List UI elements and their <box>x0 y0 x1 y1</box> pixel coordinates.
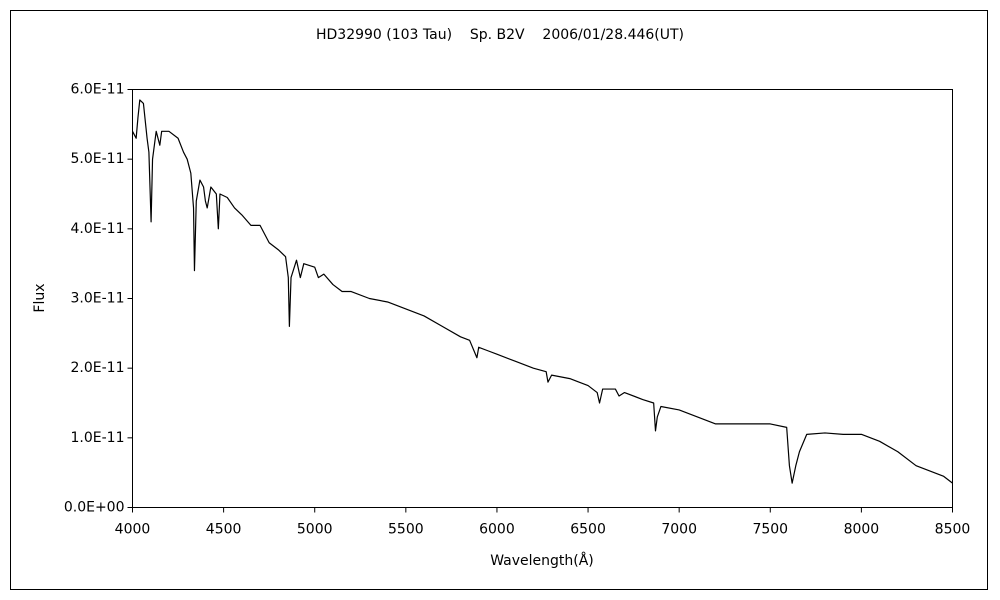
x-tick-label: 4500 <box>206 522 242 538</box>
spectrum-line <box>131 99 953 484</box>
x-tick-label: 6000 <box>479 522 515 538</box>
x-tick-label: 5500 <box>388 522 424 538</box>
y-tick-label: 5.0E-11 <box>71 151 125 167</box>
x-tick-label: 7500 <box>752 522 788 538</box>
chart-title: HD32990 (103 Tau) Sp. B2V 2006/01/28.446… <box>316 27 684 43</box>
y-tick-label: 2.0E-11 <box>71 360 125 376</box>
y-tick-label: 0.0E+00 <box>64 500 125 516</box>
chart-frame <box>10 10 988 590</box>
x-tick-label: 8500 <box>935 522 971 538</box>
x-tick-label: 4000 <box>115 522 151 538</box>
x-tick-label: 7000 <box>661 522 697 538</box>
y-tick-label: 1.0E-11 <box>71 430 125 446</box>
x-tick-label: 6500 <box>570 522 606 538</box>
y-tick-label: 6.0E-11 <box>71 82 125 98</box>
y-tick-label: 4.0E-11 <box>71 221 125 237</box>
x-axis-label: Wavelength(Å) <box>490 552 594 569</box>
y-axis-label: Flux <box>32 283 48 312</box>
y-tick-label: 3.0E-11 <box>71 291 125 307</box>
x-tick-label: 5000 <box>297 522 333 538</box>
x-tick-label: 8000 <box>844 522 880 538</box>
